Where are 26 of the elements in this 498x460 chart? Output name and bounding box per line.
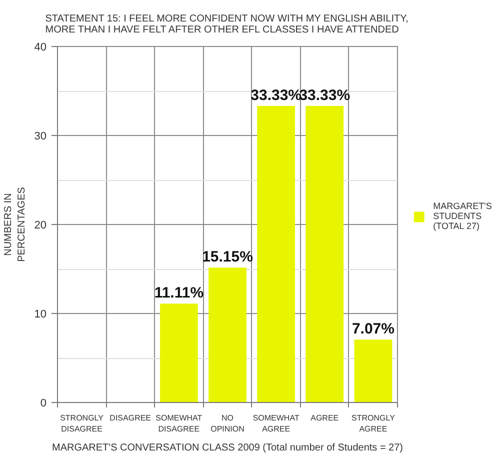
x-tick-label: SOMEWHAT AGREE [252, 414, 300, 434]
bar [257, 106, 296, 402]
x-tick-label: STRONGLY DISAGREE [60, 414, 104, 434]
x-tick-label: DISAGREE [110, 414, 152, 422]
x-tick-label: NO OPINION [210, 414, 245, 434]
bar [306, 106, 344, 402]
y-axis-title: NUMBERS IN PERCENTAGES [3, 186, 28, 262]
y-tick-label: 40 [34, 42, 47, 54]
bar [160, 304, 198, 402]
bar [354, 340, 392, 402]
x-tick-label: STRONGLY AGREE [352, 414, 396, 434]
y-tick-label: 10 [34, 308, 47, 320]
data-label: 33.33% [250, 86, 302, 104]
x-axis-title: MARGARET'S CONVERSATION CLASS 2009 (Total number of Students = 27) [52, 442, 404, 454]
data-label: 7.07% [352, 320, 394, 338]
chart-title: STATEMENT 15: I FEEL MORE CONFIDENT NOW WITH MY ENGLISH ABILITY, MORE THAN I HAVE FELT AFTER OTHER EFL CLASSES I HAVE ATTENDED [45, 14, 408, 36]
y-tick-label: 0 [40, 398, 47, 410]
y-tick-label: 30 [34, 130, 47, 142]
legend-label: MARGARET'S STUDENTS (TOTAL 27) [433, 201, 492, 231]
data-label: 11.11% [154, 284, 204, 302]
y-tick-label: 20 [34, 220, 47, 232]
bar [208, 268, 246, 402]
x-tick-label: SOMEWHAT DISAGREE [156, 414, 202, 434]
data-label: 15.15% [202, 248, 253, 266]
x-tick-label: AGREE [310, 414, 339, 422]
data-label: 33.33% [299, 86, 350, 104]
